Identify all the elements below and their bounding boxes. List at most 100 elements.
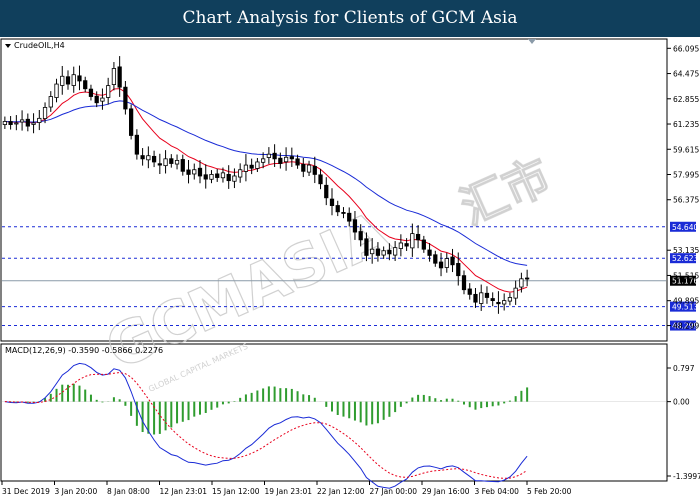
candle-bull xyxy=(2,121,7,125)
candle-bull xyxy=(444,258,449,268)
candle-bear xyxy=(94,95,99,104)
macd-tick-label: 0.797 xyxy=(673,364,695,373)
candle-bear xyxy=(215,173,220,178)
candle-bull xyxy=(174,159,180,165)
candle-bear xyxy=(312,165,317,175)
candle-bull xyxy=(209,174,214,180)
header-banner xyxy=(0,0,700,37)
level-price-badge xyxy=(670,221,696,232)
current-price-badge xyxy=(670,275,696,286)
candle-bull xyxy=(507,297,513,302)
symbol-label: CrudeOIL,H4 xyxy=(14,41,65,50)
level-lines: 54.640 52.623 49.513 48.299 51.176 xyxy=(2,221,698,331)
candle-bear xyxy=(180,159,185,172)
candle-bear xyxy=(186,169,191,175)
macd-signal-line xyxy=(4,372,528,479)
macd-indicator: 0.797 0.00 -1.3997 xyxy=(2,362,700,489)
candle-bear xyxy=(484,292,490,298)
time-tick-label: 3 Jan 20:00 xyxy=(55,487,98,496)
candle-bear xyxy=(352,219,358,233)
candle-bull xyxy=(232,175,237,182)
chart-shift-icon[interactable] xyxy=(528,39,536,44)
candle-bull xyxy=(255,161,260,169)
macd-label: MACD(12,26,9) -0.3590 -0.5866 0.2276 xyxy=(5,346,163,355)
candle-bull xyxy=(19,119,25,123)
candle-bull xyxy=(31,122,36,125)
candle-bear xyxy=(289,156,294,160)
candle-bull xyxy=(60,75,65,86)
candle-bear xyxy=(83,80,88,90)
candle-bull xyxy=(146,155,151,161)
macd-tick-label: -1.3997 xyxy=(673,472,700,481)
candle-bull xyxy=(192,169,197,175)
price-tick-label: 53.135 xyxy=(673,246,699,255)
level-price-badge xyxy=(670,301,696,312)
candle-bear xyxy=(278,157,283,164)
symbol-dropdown-icon[interactable] xyxy=(5,44,11,48)
candle-bull xyxy=(502,300,507,305)
candle-bull xyxy=(410,233,415,249)
candle-bear xyxy=(295,158,300,166)
candle-bear xyxy=(438,261,444,269)
candle-bear xyxy=(404,243,409,247)
candle-bull xyxy=(37,117,42,123)
time-tick-label: 22 Jan 12:00 xyxy=(317,487,365,496)
candle-bear xyxy=(341,212,346,214)
candles xyxy=(2,56,530,314)
candle-bear xyxy=(197,167,203,177)
level-price-label: 49.513 xyxy=(672,303,698,312)
candle-bear xyxy=(427,249,432,256)
candle-bear xyxy=(117,66,122,88)
candle-bull xyxy=(283,156,289,163)
candle-bull xyxy=(513,287,518,299)
candle-bull xyxy=(163,158,168,167)
candle-bear xyxy=(65,76,71,85)
candle-bear xyxy=(123,86,128,110)
candle-bear xyxy=(134,134,139,155)
time-tick-label: 19 Jan 23:01 xyxy=(265,487,313,496)
macd-main-line xyxy=(4,362,528,489)
candle-bull xyxy=(306,164,312,173)
candle-bear xyxy=(496,301,501,305)
candle-bull xyxy=(48,96,53,108)
candle-bear xyxy=(490,298,495,302)
candle-bear xyxy=(456,263,461,277)
candle-bull xyxy=(14,122,19,125)
time-tick-label: 31 Dec 2019 xyxy=(2,487,50,496)
candle-bear xyxy=(364,238,369,256)
time-tick-label: 3 Feb 04:00 xyxy=(475,487,520,496)
candle-bear xyxy=(318,174,323,185)
price-tick-label: 57.995 xyxy=(673,170,699,179)
candle-bull xyxy=(370,248,375,255)
time-tick-label: 12 Jan 23:01 xyxy=(160,487,208,496)
level-price-badge xyxy=(670,320,696,331)
candle-bear xyxy=(525,277,530,280)
macd-panel xyxy=(0,343,668,482)
price-tick-label: 62.855 xyxy=(673,95,699,104)
level-price-badge xyxy=(670,253,696,264)
candle-bear xyxy=(450,256,455,266)
time-tick-label: 8 Jan 08:00 xyxy=(107,487,150,496)
candle-bear xyxy=(347,212,352,222)
level-price-label: 54.640 xyxy=(672,223,698,232)
candle-bull xyxy=(100,97,105,102)
price-axis: 66.095 64.475 62.855 61.235 59.615 57.995 56.3… xyxy=(667,44,699,331)
candle-bull xyxy=(519,278,524,288)
time-tick-label: 15 Jan 12:00 xyxy=(212,487,260,496)
time-axis: 31 Dec 2019 3 Jan 20:00 8 Jan 08:00 12 Jan … xyxy=(1,481,572,496)
time-tick-label: 29 Jan 16:00 xyxy=(422,487,470,496)
candle-bear xyxy=(375,248,381,256)
price-tick-label: 59.615 xyxy=(673,145,699,154)
candle-bear xyxy=(77,75,82,82)
candle-bull xyxy=(243,164,249,172)
price-tick-label: 49.895 xyxy=(673,297,699,306)
candle-bear xyxy=(461,275,467,291)
time-tick-label: 27 Jan 00:00 xyxy=(370,487,418,496)
candle-bear xyxy=(358,231,363,241)
current-price-label: 51.176 xyxy=(672,277,698,286)
candle-bear xyxy=(301,164,306,172)
ema-line-30 xyxy=(4,100,528,266)
candle-bull xyxy=(71,74,76,86)
price-tick-label: 61.235 xyxy=(673,120,699,129)
